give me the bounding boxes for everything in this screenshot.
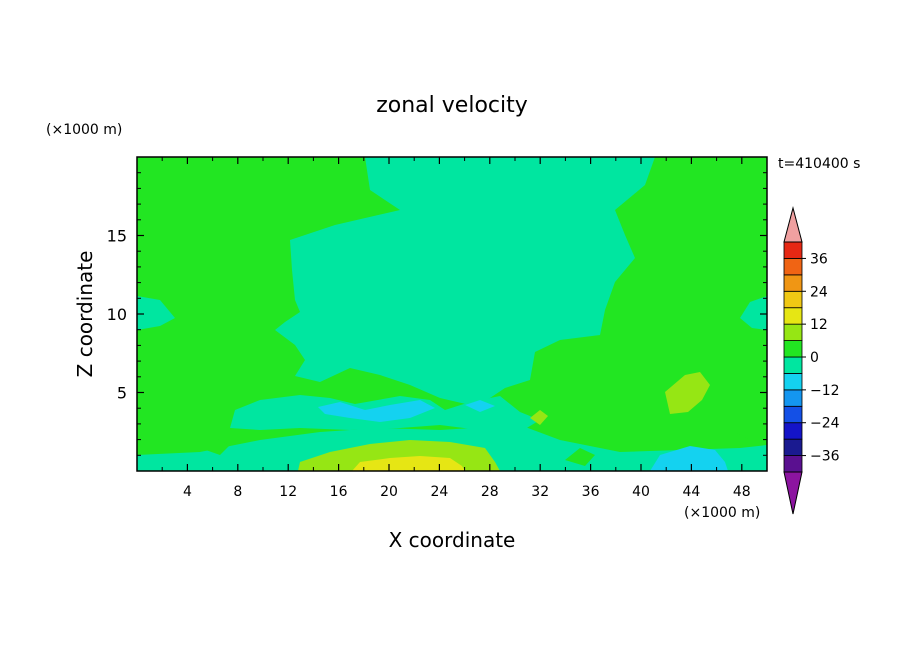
colorbar-band [783, 307, 803, 325]
x-axis-label: X coordinate [389, 528, 516, 552]
x-axis-ticks: 4 8 12 16 20 24 28 32 36 40 44 48 [161, 157, 751, 500]
chart-title: zonal velocity [376, 93, 528, 118]
colorbar-band [783, 405, 803, 424]
y-unit-label: (×1000 m) [46, 122, 122, 138]
y-axis-label: Z coordinate [73, 251, 97, 378]
negative-region-central [275, 157, 655, 405]
x-tick-label: 20 [380, 484, 398, 500]
colorbar: 36 24 12 0 −12 −24 −36 [783, 206, 840, 515]
colorbar-tick-label: −24 [810, 416, 840, 432]
y-tick-label: 5 [117, 384, 127, 403]
negative-region-left [137, 296, 175, 330]
colorbar-band [783, 274, 803, 292]
x-tick-label: 48 [733, 484, 751, 500]
negative-region-right [740, 296, 767, 330]
colorbar-under-triangle [783, 471, 803, 515]
green-spot-right [735, 424, 760, 440]
x-tick-label: 24 [430, 484, 448, 500]
colorbar-tick-label: 36 [810, 251, 828, 267]
x-tick-label: 12 [279, 484, 297, 500]
y-tick-label: 15 [107, 227, 127, 246]
positive-blob-small [530, 410, 548, 425]
positive-patch-right [665, 372, 710, 414]
x-tick-label: 8 [233, 484, 242, 500]
colorbar-band [783, 438, 803, 456]
colorbar-band [783, 290, 803, 309]
colorbar-band [783, 389, 803, 407]
colorbar-band [783, 356, 803, 374]
colorbar-tick-label: 0 [810, 350, 819, 366]
cyan-patch-mid [318, 400, 435, 422]
time-label: t=410400 s [778, 156, 860, 172]
colorbar-band [783, 258, 803, 276]
colorbar-tick-label: 24 [810, 284, 828, 300]
x-tick-label: 28 [481, 484, 499, 500]
colorbar-band [783, 373, 803, 391]
positive-core-surface [352, 456, 465, 471]
x-tick-label: 36 [582, 484, 600, 500]
colorbar-tick-label: −36 [810, 449, 840, 465]
cyan-patch-small [465, 400, 495, 412]
x-tick-label: 4 [183, 484, 192, 500]
green-spot-lower-right [565, 448, 595, 466]
cyan-patch-surface-right [650, 446, 728, 471]
colorbar-band [783, 340, 803, 358]
colorbar-band [783, 323, 803, 341]
x-tick-label: 44 [682, 484, 700, 500]
y-axis-ticks: 5 10 15 [107, 172, 767, 456]
colorbar-band [783, 241, 803, 259]
x-unit-label: (×1000 m) [684, 505, 760, 521]
colorbar-tick-label: −12 [810, 383, 840, 399]
colorbar-over-triangle [783, 206, 803, 243]
x-tick-label: 32 [531, 484, 549, 500]
x-tick-label: 16 [330, 484, 348, 500]
colorbar-band [783, 455, 803, 473]
colorbar-tick-label: 12 [810, 317, 828, 333]
y-tick-label: 10 [107, 305, 127, 324]
colorbar-band [783, 422, 803, 440]
contour-field [137, 157, 767, 471]
green-spot-lower-left [200, 438, 230, 455]
x-tick-label: 40 [632, 484, 650, 500]
